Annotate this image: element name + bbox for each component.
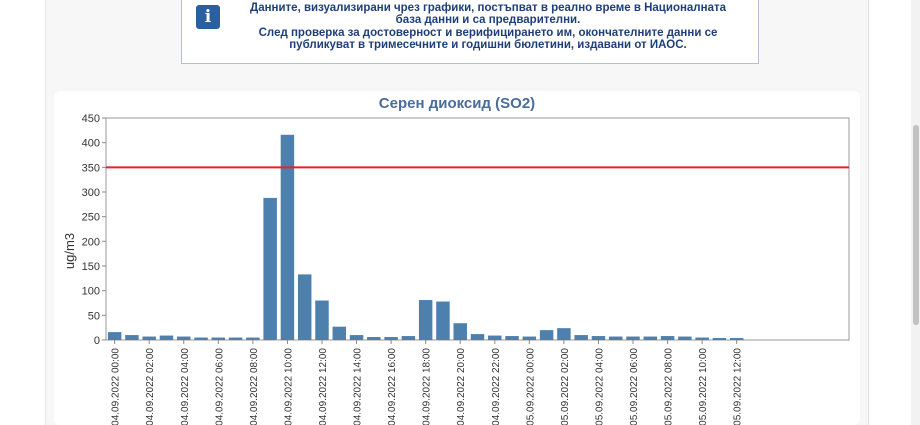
x-tick-label: 04.09.2022 14:00 xyxy=(353,348,364,425)
plot-frame xyxy=(105,117,850,341)
bar xyxy=(729,338,744,340)
bar xyxy=(522,336,537,340)
bar xyxy=(107,332,122,340)
so2-bar-chart: Серен диоксид (SO2) ug/m3 0 50 100 150 200 25… xyxy=(62,95,850,425)
bar xyxy=(712,338,727,340)
data-notice: i Данните, визуализирани чрез графики, п… xyxy=(181,0,759,64)
x-tick-label: 04.09.2022 18:00 xyxy=(422,348,433,425)
x-tick-label: 04.09.2022 22:00 xyxy=(491,348,502,425)
bar xyxy=(678,336,692,340)
bar xyxy=(436,301,450,340)
x-tick-label: 04.09.2022 12:00 xyxy=(318,348,329,425)
x-tick-label: 04.09.2022 20:00 xyxy=(456,348,467,425)
bar xyxy=(608,336,623,340)
chart-title: Серен диоксид (SO2) xyxy=(379,95,535,112)
bar xyxy=(591,336,606,340)
bar xyxy=(626,336,640,340)
bar xyxy=(315,300,329,340)
x-tick-label: 05.09.2022 00:00 xyxy=(525,348,536,425)
y-tick-label: 100 xyxy=(82,286,100,298)
bar xyxy=(401,336,416,340)
scrollbar-thumb[interactable] xyxy=(913,125,919,325)
notice-line: публикуват в тримесечните и годишни бюле… xyxy=(289,38,687,51)
y-tick-label: 150 xyxy=(82,261,100,273)
x-tick-label: 05.09.2022 04:00 xyxy=(594,348,605,425)
y-tick-label: 50 xyxy=(88,310,100,322)
x-tick-label: 04.09.2022 16:00 xyxy=(387,348,398,425)
x-tick-label: 04.09.2022 08:00 xyxy=(249,348,260,425)
bar xyxy=(488,335,502,340)
bar xyxy=(453,323,467,340)
bar xyxy=(280,134,295,340)
notice-line: Данните, визуализирани чрез графики, пос… xyxy=(250,2,726,14)
notice-text: Данните, визуализирани чрез графики, пос… xyxy=(226,2,750,51)
bar xyxy=(211,337,226,340)
bar xyxy=(418,300,433,340)
bar xyxy=(695,337,709,340)
bar xyxy=(228,337,243,340)
notice-line: След проверка за достоверност и верифици… xyxy=(258,26,718,39)
notice-line: база данни и са предварителни. xyxy=(395,14,581,27)
y-tick-label: 200 xyxy=(82,236,100,248)
bar xyxy=(349,335,364,340)
x-tick-label: 05.09.2022 10:00 xyxy=(698,348,709,425)
bar xyxy=(574,335,588,340)
x-tick-label: 04.09.2022 10:00 xyxy=(283,348,294,425)
y-tick-label: 250 xyxy=(82,212,100,224)
y-tick-label: 350 xyxy=(82,162,100,174)
bar xyxy=(297,274,312,340)
x-tick-label: 04.09.2022 04:00 xyxy=(180,348,191,425)
y-tick-label: 0 xyxy=(94,335,100,347)
y-tick-label: 400 xyxy=(82,138,100,150)
x-tick-label: 05.09.2022 08:00 xyxy=(664,348,675,425)
bar xyxy=(367,337,381,340)
bar xyxy=(660,336,675,340)
x-tick-label: 05.09.2022 12:00 xyxy=(733,348,744,425)
bar xyxy=(159,335,174,340)
y-tick-label: 300 xyxy=(82,187,100,199)
bar xyxy=(125,335,139,340)
x-tick-label: 04.09.2022 00:00 xyxy=(111,348,122,425)
bar xyxy=(470,334,485,340)
bar xyxy=(643,336,658,340)
bar xyxy=(505,336,519,340)
x-tick-label: 05.09.2022 02:00 xyxy=(560,348,571,425)
y-axis-label: ug/m3 xyxy=(62,233,77,269)
x-tick-label: 04.09.2022 06:00 xyxy=(214,348,225,425)
y-tick-label: 450 xyxy=(82,113,100,125)
bar xyxy=(194,337,208,340)
chart-card: Серен диоксид (SO2) ug/m3 0 50 100 150 200 25… xyxy=(54,91,860,425)
info-icon: i xyxy=(196,5,220,29)
bar xyxy=(177,336,191,340)
bar xyxy=(332,326,347,340)
x-tick-label: 05.09.2022 06:00 xyxy=(629,348,640,425)
bar xyxy=(557,328,571,340)
bar xyxy=(263,197,277,340)
bar xyxy=(142,336,156,340)
bar xyxy=(384,337,398,340)
bar xyxy=(539,330,554,340)
x-tick-label: 04.09.2022 02:00 xyxy=(145,348,156,425)
bar xyxy=(246,337,260,340)
